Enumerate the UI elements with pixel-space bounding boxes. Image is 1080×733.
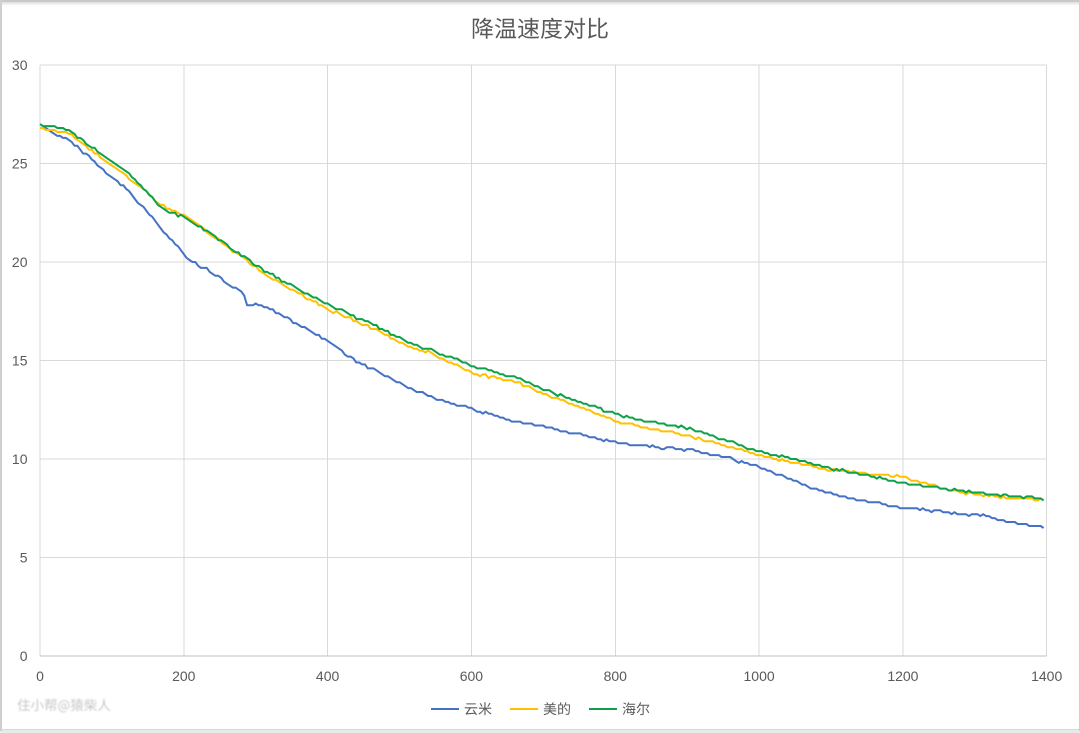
- svg-text:1200: 1200: [887, 668, 918, 684]
- svg-text:10: 10: [12, 451, 28, 467]
- svg-text:15: 15: [12, 353, 28, 369]
- svg-text:1400: 1400: [1031, 668, 1062, 684]
- svg-text:1000: 1000: [744, 668, 775, 684]
- svg-text:400: 400: [316, 668, 340, 684]
- svg-text:600: 600: [460, 668, 484, 684]
- svg-text:0: 0: [36, 668, 44, 684]
- svg-text:800: 800: [604, 668, 628, 684]
- svg-text:5: 5: [20, 550, 28, 566]
- svg-text:0: 0: [20, 648, 28, 664]
- svg-text:30: 30: [12, 57, 28, 73]
- svg-text:25: 25: [12, 156, 28, 172]
- svg-text:20: 20: [12, 254, 28, 270]
- svg-text:200: 200: [172, 668, 196, 684]
